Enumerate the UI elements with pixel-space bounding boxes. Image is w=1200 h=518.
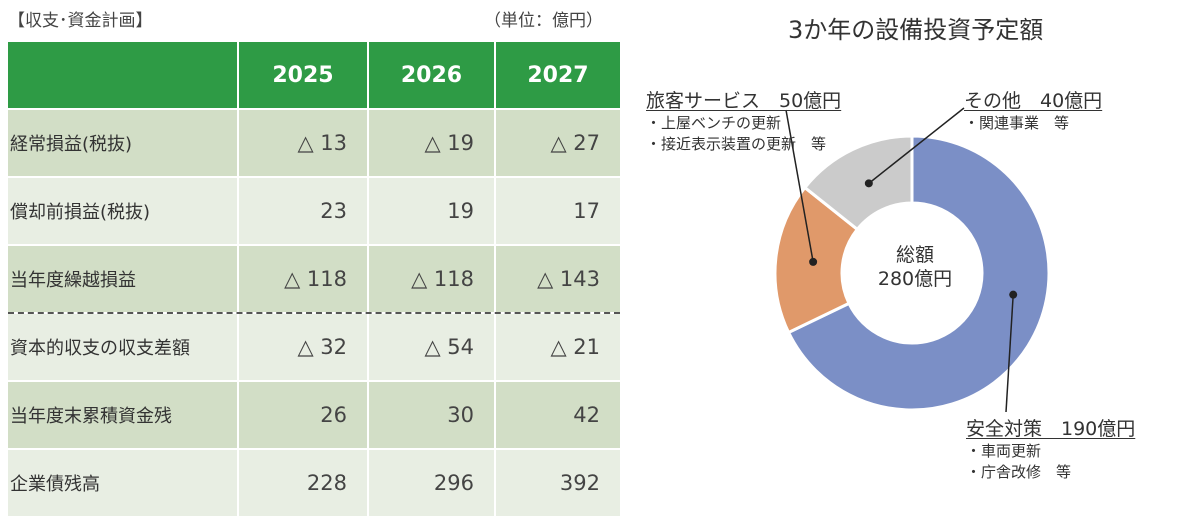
slice-label: 安全対策 190億円 [966,418,1136,440]
slice-note: ・車両更新 [966,442,1042,460]
header-empty-cell [8,42,237,108]
center-label-line-2: 280億円 [877,268,953,290]
row-label: 当年度末累積資金残 [8,382,237,448]
donut-slice-1 [773,185,860,335]
slice-note: ・庁舎改修 等 [966,463,1072,481]
row-value: △ 32 [237,314,367,380]
header-year-2027: 2027 [494,42,620,108]
row-label: 企業債残高 [8,450,237,516]
row-value: △ 143 [494,246,620,312]
row-value: △ 118 [237,246,367,312]
table-row: 償却前損益(税抜) 23 19 17 [8,176,620,244]
row-label: 当年度繰越損益 [8,246,237,312]
row-value: 30 [367,382,494,448]
row-value: 228 [237,450,367,516]
leader-line-0 [1005,294,1014,413]
table-row: 企業債残高 228 296 392 [8,448,620,516]
row-label: 資本的収支の収支差額 [8,314,237,380]
chart-title: 3か年の設備投資予定額 [788,16,1044,44]
header-year-2025: 2025 [237,42,367,108]
slice-note: ・接近表示装置の更新 等 [646,135,827,153]
row-value: 19 [367,178,494,244]
donut-center-label: 総額 280億円 [860,243,970,291]
row-value: 23 [237,178,367,244]
table-header-row: 2025 2026 2027 [8,42,620,108]
table-unit: （単位：億円） [484,11,603,31]
row-value: △ 13 [237,110,367,176]
row-value: 26 [237,382,367,448]
row-label: 経常損益(税抜) [8,110,237,176]
row-value: △ 118 [367,246,494,312]
row-value: △ 27 [494,110,620,176]
row-value: △ 21 [494,314,620,380]
table-row: 経常損益(税抜) △ 13 △ 19 △ 27 [8,108,620,176]
slice-note: ・上屋ベンチの更新 [646,114,782,132]
annotation-passenger-service: 旅客サービス 50億円 ・上屋ベンチの更新 ・接近表示装置の更新 等 [646,86,841,155]
header-year-2026: 2026 [367,42,494,108]
row-value: △ 54 [367,314,494,380]
table-row: 当年度繰越損益 △ 118 △ 118 △ 143 [8,244,620,312]
leader-line-2 [868,107,965,184]
leader-dot-2 [864,179,873,188]
row-value: 392 [494,450,620,516]
row-value: 42 [494,382,620,448]
slice-label: 旅客サービス 50億円 [646,90,842,112]
center-label-line-1: 総額 [895,244,934,266]
row-value: 17 [494,178,620,244]
finance-table: 2025 2026 2027 経常損益(税抜) △ 13 △ 19 △ 27 償… [8,42,620,516]
row-value: △ 19 [367,110,494,176]
leader-dot-1 [809,257,818,266]
slice-note: ・関連事業 等 [964,114,1070,132]
row-value: 296 [367,450,494,516]
table-title: 【収支･資金計画】 [8,11,153,31]
row-label: 償却前損益(税抜) [8,178,237,244]
annotation-safety: 安全対策 190億円 ・車両更新 ・庁舎改修 等 [966,414,1135,483]
slice-label: その他 40億円 [964,90,1103,112]
table-row: 当年度末累積資金残 26 30 42 [8,380,620,448]
leader-dot-0 [1009,290,1018,299]
table-row: 資本的収支の収支差額 △ 32 △ 54 △ 21 [8,312,620,380]
annotation-other: その他 40億円 ・関連事業 等 [964,86,1102,134]
